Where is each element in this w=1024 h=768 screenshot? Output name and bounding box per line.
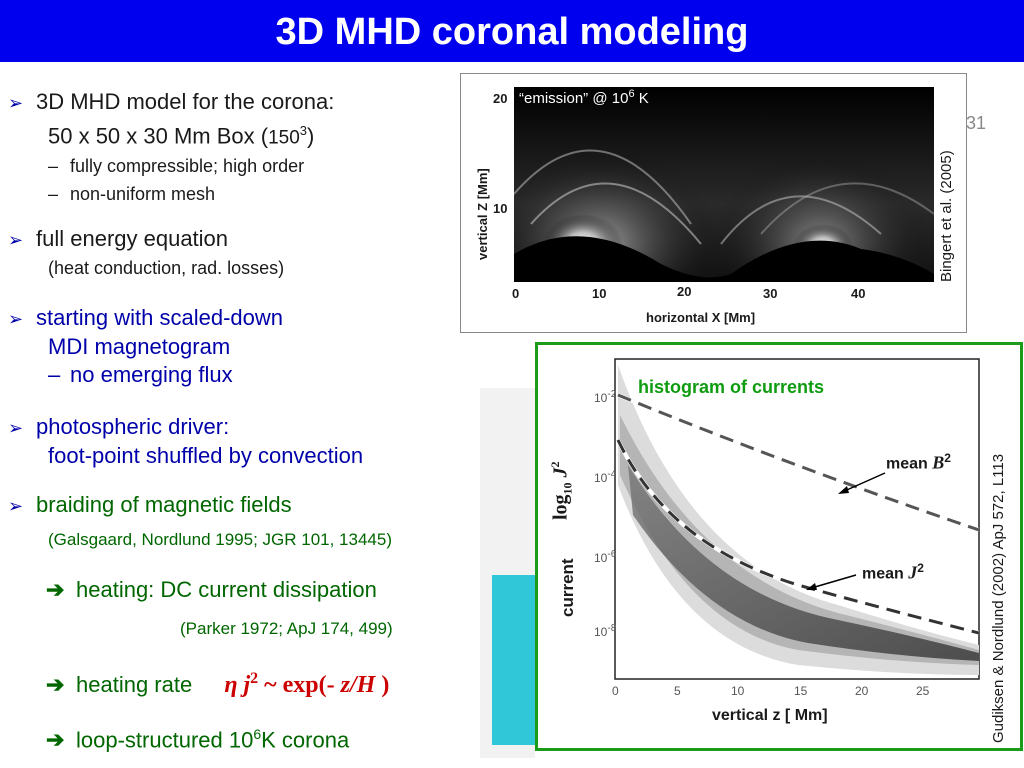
bullet-braiding: ➢ braiding of magnetic fields (Galsgaard,… xyxy=(8,492,392,549)
bullet-energy: ➢ full energy equation (heat conduction, … xyxy=(8,226,285,278)
x-tick: 10 xyxy=(592,286,607,301)
histogram-title: histogram of currents xyxy=(638,377,825,397)
histogram-plot xyxy=(614,358,980,680)
mean-j2-label: mean J2 xyxy=(862,561,924,583)
slide-number: 31 xyxy=(966,113,987,133)
result-dc-reference: (Parker 1972; ApJ 174, 499) xyxy=(180,619,393,638)
right-arrow-icon: ➔ xyxy=(46,577,65,602)
bullet-model: ➢ 3D MHD model for the corona: 50 x 50 x … xyxy=(8,89,335,205)
x-axis-label: vertical z [ Mm] xyxy=(712,707,828,724)
background-image-strip xyxy=(492,575,535,745)
x-tick: 30 xyxy=(763,286,778,301)
x-tick: 5 xyxy=(674,684,681,698)
x-tick: 0 xyxy=(612,684,619,698)
figure1-credit: Bingert et al. (2005) xyxy=(938,150,955,282)
bullet-arrow-icon: ➢ xyxy=(8,418,24,438)
figure2-credit: Gudiksen & Nordlund (2002) ApJ 572, L113 xyxy=(990,453,1007,743)
emission-figure: “emission” @ 106 K 20 10 vertical Z [Mm]… xyxy=(460,73,967,333)
bullet-arrow-icon: ➢ xyxy=(8,496,24,516)
y-tick-20: 20 xyxy=(493,91,508,106)
emission-image xyxy=(514,87,934,282)
x-tick: 20 xyxy=(855,684,869,698)
x-tick: 15 xyxy=(794,684,808,698)
x-tick: 20 xyxy=(677,284,692,299)
x-tick: 40 xyxy=(851,286,866,301)
right-arrow-icon: ➔ xyxy=(46,727,65,753)
result-dc-heating: ➔ heating: DC current dissipation xyxy=(46,577,377,602)
bullet-driver: ➢ photospheric driver: foot-point shuffle… xyxy=(8,414,364,468)
mean-b2-label: mean B2 xyxy=(886,451,951,473)
bullet-arrow-icon: ➢ xyxy=(8,93,24,113)
x-tick: 10 xyxy=(731,684,745,698)
x-axis-label: horizontal X [Mm] xyxy=(646,310,756,325)
x-tick: 25 xyxy=(916,684,930,698)
y-tick: 10-6 xyxy=(594,549,617,565)
y-tick: 10-4 xyxy=(594,469,617,485)
y-axis-label: vertical Z [Mm] xyxy=(475,168,490,260)
x-tick: 0 xyxy=(512,286,520,301)
bullet-arrow-icon: ➢ xyxy=(8,230,24,250)
y-tick: 10-2 xyxy=(594,389,617,405)
y-axis-label-current: current xyxy=(558,558,577,617)
right-arrow-icon: ➔ xyxy=(46,672,65,697)
y-tick-10: 10 xyxy=(493,201,508,216)
y-tick: 10-8 xyxy=(594,623,617,639)
current-histogram-figure: histogram of currents 10-2 10-4 10-6 10-… xyxy=(535,342,1023,751)
y-axis-label-log: log10 J2 xyxy=(548,461,575,520)
slide-title: 3D MHD coronal modeling xyxy=(0,0,1024,62)
emission-label: “emission” @ 106 K xyxy=(519,88,649,107)
result-loop-corona: ➔ loop-structured 106K corona xyxy=(46,726,350,753)
bullet-magnetogram: ➢ starting with scaled-down MDI magnetogr… xyxy=(8,305,284,387)
result-heating-rate: ➔ heating rate η j2 ~ exp(- z/H ) xyxy=(46,670,390,698)
bullet-arrow-icon: ➢ xyxy=(8,309,24,329)
